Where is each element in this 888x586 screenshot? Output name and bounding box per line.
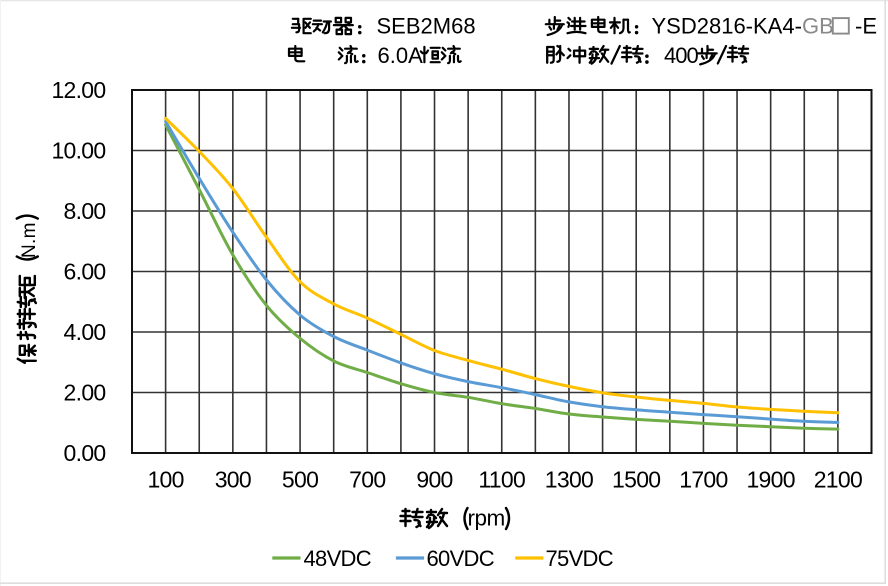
svg-text:1700: 1700 [679, 466, 727, 492]
svg-text:2100: 2100 [814, 466, 862, 492]
svg-text:10.00: 10.00 [51, 137, 105, 163]
svg-text:2.00: 2.00 [64, 379, 106, 405]
svg-text:75VDC: 75VDC [546, 546, 614, 571]
svg-text:SEB2M68: SEB2M68 [377, 14, 476, 39]
svg-text:1500: 1500 [612, 466, 660, 492]
svg-text:6.00: 6.00 [64, 258, 106, 284]
svg-text:N.m: N.m [19, 222, 40, 258]
svg-text:700: 700 [349, 466, 385, 492]
svg-text:300: 300 [215, 466, 251, 492]
svg-text:8.00: 8.00 [64, 198, 106, 224]
svg-text:6.0A: 6.0A [378, 43, 424, 68]
svg-text:900: 900 [416, 466, 452, 492]
svg-text:100: 100 [147, 466, 183, 492]
svg-text:60VDC: 60VDC [427, 546, 495, 571]
svg-text:-E: -E [855, 14, 877, 39]
svg-text:48VDC: 48VDC [304, 546, 372, 571]
svg-text:500: 500 [282, 466, 318, 492]
svg-text:1900: 1900 [746, 466, 794, 492]
svg-text:1100: 1100 [478, 466, 525, 492]
svg-text:0.00: 0.00 [64, 440, 106, 466]
svg-text:12.00: 12.00 [51, 77, 105, 103]
svg-text:400: 400 [664, 43, 698, 68]
svg-text:rpm: rpm [468, 506, 505, 531]
svg-text:YSD2816-KA4-: YSD2816-KA4- [652, 14, 802, 39]
svg-text:4.00: 4.00 [64, 319, 106, 345]
svg-text:GB: GB [802, 14, 834, 39]
svg-text:1300: 1300 [545, 466, 593, 492]
